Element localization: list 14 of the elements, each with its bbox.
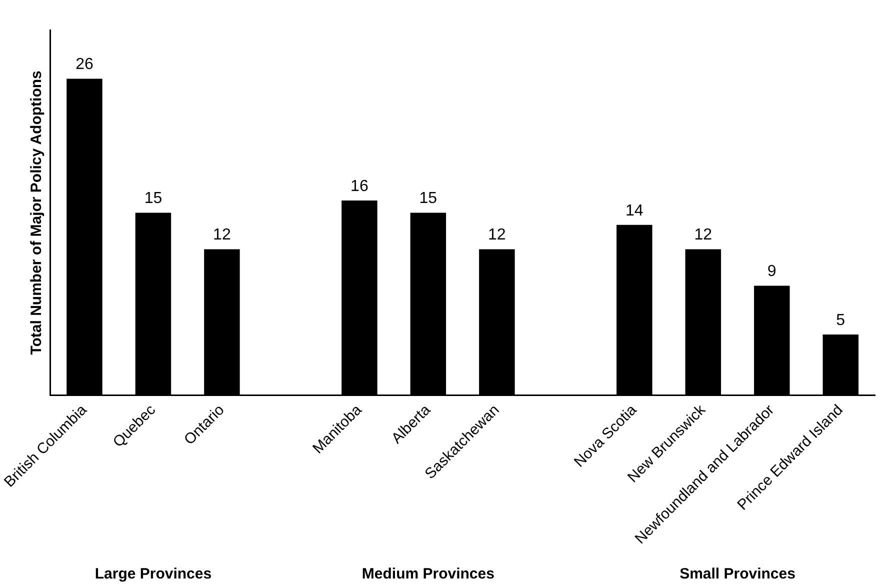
data-label: 14 — [626, 202, 644, 220]
data-label: 16 — [350, 178, 368, 195]
data-label: 12 — [488, 226, 506, 244]
data-label: 15 — [419, 190, 438, 208]
y-axis-title: Total Number of Major Policy Adoptions — [28, 70, 46, 355]
data-label: 15 — [144, 190, 162, 208]
text: Small Provinces — [680, 566, 796, 583]
text: Medium Provinces — [362, 566, 494, 583]
text: Large Provinces — [94, 566, 212, 583]
data-label: 26 — [76, 56, 94, 74]
data-label: 9 — [767, 263, 776, 280]
data-label: 5 — [836, 312, 846, 329]
data-label: 12 — [694, 226, 712, 244]
data-label: 12 — [213, 226, 231, 244]
